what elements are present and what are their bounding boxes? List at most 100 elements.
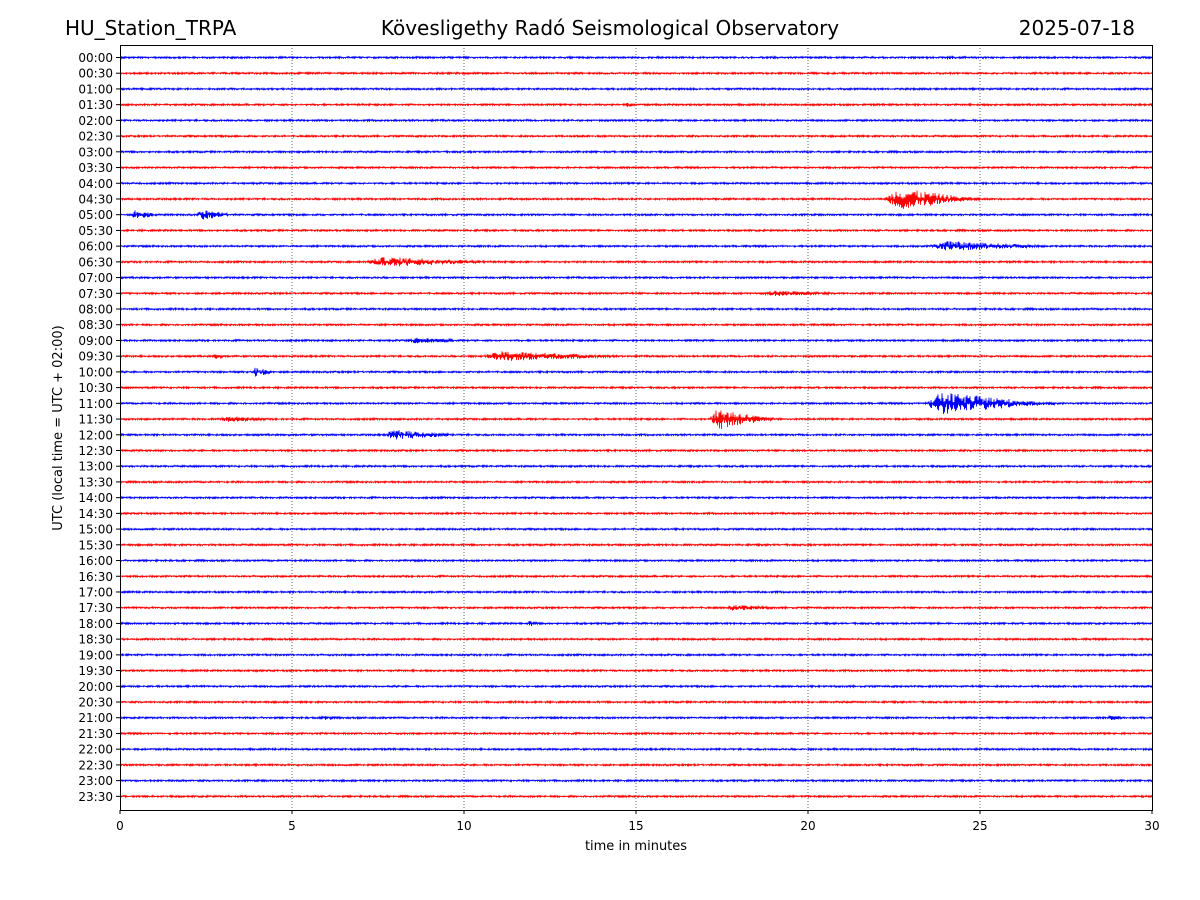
y-tick-label: 08:00 <box>78 303 113 317</box>
trace-0000 <box>119 55 1153 60</box>
x-tick-label: 10 <box>456 819 471 833</box>
y-tick-label: 15:00 <box>78 523 113 537</box>
trace-0400 <box>119 180 1153 186</box>
y-tick-label: 07:30 <box>78 287 113 301</box>
y-tick-label: 14:00 <box>78 491 113 505</box>
y-axis-label: UTC (local time = UTC + 02:00) <box>51 325 66 530</box>
y-tick-label: 16:00 <box>78 554 113 568</box>
y-tick-label: 05:00 <box>78 208 113 222</box>
trace-2130 <box>119 731 1153 736</box>
y-tick-label: 21:30 <box>78 727 113 741</box>
y-tick-label: 10:00 <box>78 365 113 379</box>
plot-frame <box>120 45 1153 811</box>
y-tick-label: 17:00 <box>78 585 113 599</box>
trace-1430 <box>119 511 1153 516</box>
y-tick-label: 13:30 <box>78 475 113 489</box>
y-tick-label: 21:00 <box>78 711 113 725</box>
trace-1230 <box>119 448 1153 453</box>
y-tick-label: 00:30 <box>78 67 113 81</box>
trace-1100 <box>119 393 1153 415</box>
y-tick-label: 05:30 <box>78 224 113 238</box>
y-tick-label: 18:30 <box>78 633 113 647</box>
y-tick-label: 04:30 <box>78 192 113 206</box>
y-tick-label: 10:30 <box>78 381 113 395</box>
trace-0200 <box>119 118 1153 123</box>
x-tick-label: 25 <box>972 819 987 833</box>
trace-0500 <box>119 210 1153 220</box>
trace-1400 <box>119 495 1153 500</box>
trace-1700 <box>119 589 1153 595</box>
x-axis-label: time in minutes <box>585 839 687 854</box>
y-tick-label: 20:00 <box>78 680 113 694</box>
x-tick-label: 5 <box>288 819 296 833</box>
trace-1600 <box>119 558 1153 563</box>
trace-0830 <box>119 322 1153 328</box>
x-tick-label: 0 <box>116 819 124 833</box>
trace-2030 <box>119 699 1153 705</box>
trace-1130 <box>119 410 1153 430</box>
y-tick-label: 01:00 <box>78 82 113 96</box>
y-tick-label: 03:30 <box>78 161 113 175</box>
trace-1800 <box>119 620 1153 626</box>
y-tick-label: 04:00 <box>78 177 113 191</box>
y-tick-label: 16:30 <box>78 570 113 584</box>
y-tick-label: 06:30 <box>78 255 113 269</box>
y-tick-label: 23:30 <box>78 790 113 804</box>
trace-2300 <box>119 778 1153 783</box>
y-tick-label: 22:30 <box>78 758 113 772</box>
y-tick-label: 12:30 <box>78 444 113 458</box>
y-tick-label: 12:00 <box>78 428 113 442</box>
trace-1900 <box>119 652 1153 658</box>
trace-1630 <box>119 573 1153 579</box>
trace-2330 <box>119 793 1153 799</box>
trace-1200 <box>119 430 1153 440</box>
trace-group <box>119 55 1153 799</box>
trace-1300 <box>119 463 1153 469</box>
trace-0530 <box>119 228 1153 233</box>
trace-0600 <box>119 241 1153 251</box>
trace-2200 <box>119 746 1153 752</box>
chart-title: Kövesligethy Radó Seismological Observat… <box>380 16 840 40</box>
y-tick-label: 00:00 <box>78 51 113 65</box>
y-tick-label: 02:30 <box>78 130 113 144</box>
trace-0730 <box>119 290 1153 297</box>
trace-1500 <box>119 526 1153 532</box>
y-tick-label: 07:00 <box>78 271 113 285</box>
station-name: HU_Station_TRPA <box>65 16 237 40</box>
trace-0930 <box>119 351 1153 361</box>
trace-0230 <box>119 133 1153 139</box>
y-tick-label: 18:00 <box>78 617 113 631</box>
y-tick-label: 17:30 <box>78 601 113 615</box>
x-tick-label: 15 <box>628 819 643 833</box>
y-tick-label: 19:00 <box>78 648 113 662</box>
y-tick-label: 14:30 <box>78 507 113 521</box>
y-tick-label: 23:00 <box>78 774 113 788</box>
trace-0300 <box>120 149 1153 155</box>
trace-0800 <box>119 306 1153 312</box>
trace-0430 <box>119 190 1153 209</box>
y-tick-label: 15:30 <box>78 538 113 552</box>
y-tick-label: 22:00 <box>78 743 113 757</box>
trace-2100 <box>119 715 1153 721</box>
trace-0630 <box>119 257 1153 267</box>
x-tick-label: 30 <box>1144 819 1159 833</box>
chart-date: 2025-07-18 <box>1018 16 1135 40</box>
y-tick-label: 09:00 <box>78 334 113 348</box>
x-tick-label: 20 <box>800 819 815 833</box>
trace-0900 <box>119 337 1153 344</box>
y-tick-label: 08:30 <box>78 318 113 332</box>
trace-1330 <box>119 479 1153 485</box>
trace-2230 <box>119 762 1153 768</box>
trace-1930 <box>119 668 1153 673</box>
trace-1830 <box>119 636 1153 642</box>
trace-2000 <box>119 683 1153 689</box>
y-tick-label: 11:00 <box>78 397 113 411</box>
y-tick-label: 19:30 <box>78 664 113 678</box>
y-tick-label: 20:30 <box>78 696 113 710</box>
trace-1000 <box>119 367 1153 377</box>
trace-0100 <box>119 86 1153 92</box>
trace-0700 <box>119 275 1153 280</box>
y-tick-label: 09:30 <box>78 350 113 364</box>
